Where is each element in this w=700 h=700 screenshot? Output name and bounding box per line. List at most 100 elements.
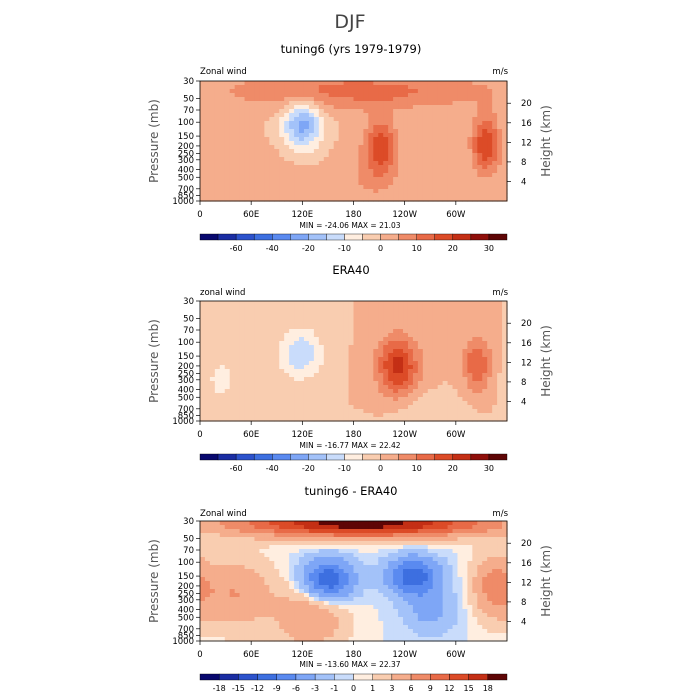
contour-cell [289, 157, 295, 162]
contour-cell [289, 149, 295, 154]
contour-cell [299, 557, 305, 562]
contour-cell [333, 141, 340, 146]
contour-cell [323, 185, 330, 190]
contour-cell [393, 349, 399, 354]
contour-cell [219, 397, 226, 402]
contour-cell [373, 321, 379, 326]
contour-cell [407, 525, 414, 530]
contour-cell [338, 413, 345, 418]
contour-cell [417, 561, 424, 566]
contour-cell [477, 409, 483, 414]
contour-cell [363, 585, 369, 590]
contour-cell [338, 129, 345, 134]
contour-cell [462, 93, 468, 98]
contour-cell [502, 157, 508, 162]
contour-cell [254, 197, 261, 202]
contour-cell [432, 521, 439, 526]
contour-cell [308, 125, 315, 130]
contour-cell [462, 377, 468, 382]
contour-cell [452, 105, 459, 110]
contour-cell [259, 389, 265, 394]
contour-cell [303, 557, 310, 562]
contour-cell [274, 369, 280, 374]
contour-cell [289, 305, 295, 310]
contour-cell [432, 417, 439, 422]
colorbar-swatch [290, 453, 309, 461]
contour-cell [388, 313, 394, 318]
contour-cell [214, 573, 221, 578]
contour-cell [204, 545, 211, 550]
contour-cell [472, 541, 478, 546]
contour-cell [482, 89, 488, 94]
contour-cell [477, 577, 483, 582]
contour-cell [447, 125, 454, 130]
contour-cell [412, 309, 419, 314]
contour-cell [209, 573, 216, 578]
contour-cell [343, 153, 350, 158]
contour-cell [437, 353, 444, 358]
contour-cell [338, 569, 345, 574]
contour-cell [328, 353, 335, 358]
panel-title: ERA40 [332, 263, 369, 277]
contour-cell [269, 341, 275, 346]
contour-cell [328, 337, 335, 342]
contour-cell [462, 361, 468, 366]
contour-cell [269, 561, 275, 566]
contour-cell [363, 377, 369, 382]
contour-cell [442, 113, 449, 118]
contour-cell [467, 549, 473, 554]
contour-cell [239, 85, 246, 90]
contour-cell [502, 121, 508, 126]
contour-cell [412, 193, 419, 198]
contour-cell [244, 141, 251, 146]
contour-cell [437, 157, 444, 162]
contour-cell [452, 133, 459, 138]
contour-cell [373, 101, 379, 106]
contour-cell [254, 349, 261, 354]
contour-cell [333, 397, 340, 402]
contour-cell [358, 577, 364, 582]
contour-cell [200, 377, 206, 382]
x-tick-label: 120W [392, 430, 417, 440]
contour-cell [403, 169, 409, 174]
contour-cell [323, 101, 330, 106]
contour-cell [348, 325, 355, 330]
contour-cell [373, 553, 379, 558]
contour-cell [358, 373, 364, 378]
contour-cell [214, 89, 221, 94]
contour-cell [308, 529, 315, 534]
contour-cell [269, 397, 275, 402]
contour-cell [482, 193, 488, 198]
contour-cell [373, 413, 379, 418]
contour-cell [214, 545, 221, 550]
contour-cell [378, 373, 384, 378]
contour-cell [318, 357, 325, 362]
contour-cell [209, 561, 216, 566]
contour-cell [338, 529, 345, 534]
contour-cell [214, 317, 221, 322]
contour-cell [457, 185, 464, 190]
contour-cell [412, 145, 419, 150]
contour-cell [412, 377, 419, 382]
contour-cell [487, 129, 493, 134]
contour-cell [224, 569, 231, 574]
contour-cell [477, 525, 483, 530]
contour-cell [313, 181, 320, 186]
contour-cell [422, 121, 429, 126]
contour-cell [294, 85, 300, 90]
contour-cell [249, 553, 256, 558]
contour-cell [363, 153, 369, 158]
contour-cell [333, 317, 340, 322]
contour-cell [398, 305, 404, 310]
contour-cell [303, 417, 310, 422]
contour-cell [393, 549, 399, 554]
contour-cell [502, 313, 508, 318]
contour-cell [452, 313, 459, 318]
contour-cell [447, 325, 454, 330]
contour-cell [497, 97, 503, 102]
contour-cell [299, 121, 305, 126]
contour-cell [502, 353, 508, 358]
contour-cell [308, 317, 315, 322]
contour-cell [368, 405, 374, 410]
contour-cell [487, 161, 493, 166]
